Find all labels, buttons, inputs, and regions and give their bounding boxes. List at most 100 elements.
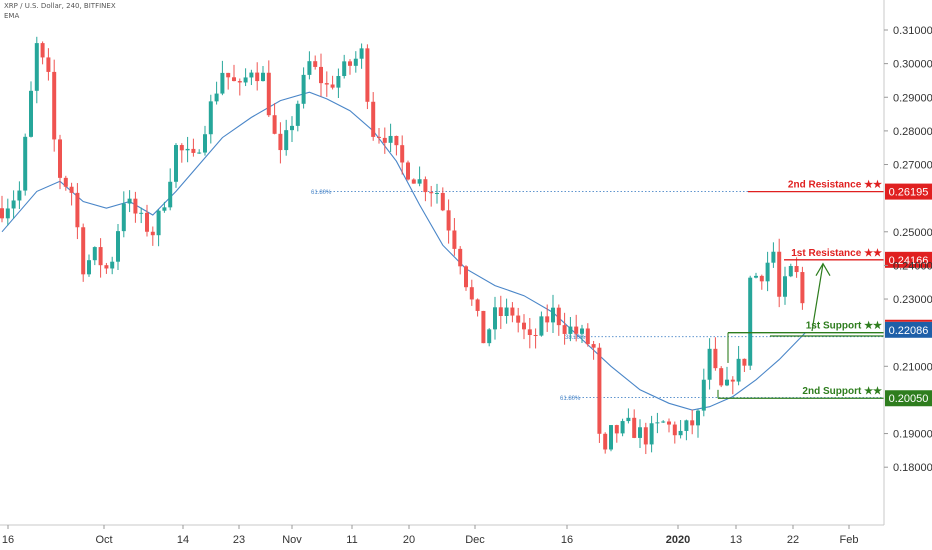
projection-arrow-shaft [811,263,824,332]
candle-body [342,61,347,77]
candle-body [11,200,16,209]
candle-body [719,368,724,386]
price-tag-label: 0.20050 [889,393,929,405]
candle-body [87,260,91,275]
candle-body [597,347,602,434]
candle-body [307,61,312,75]
x-tick-label: 14 [177,534,189,546]
candle-body [649,423,654,445]
candle-body [620,421,625,434]
y-tick-label: 0.27000 [893,160,932,172]
candle-body [493,307,497,330]
candle-body [116,231,120,262]
candle-body [794,266,799,273]
candle-body [440,192,445,211]
candle-body [533,335,538,337]
candle-body [133,198,138,214]
candle-body [353,58,358,66]
candle-body [562,325,567,334]
candle-body [110,261,115,269]
candle-body [388,135,393,143]
candle-body [266,72,271,116]
level-name: 1st Support ★★ [806,321,882,332]
candle-body [435,192,439,194]
candle-body [800,272,805,304]
candle-body [417,179,422,184]
candle-body [545,316,550,323]
candle-body [748,277,753,366]
candle-body [197,152,202,154]
candle-body [527,329,532,336]
candle-body [551,307,555,323]
candle-body [725,379,729,386]
candle-body [208,101,213,135]
candle-body [556,307,561,326]
support-resistance-levels: 2nd Resistance ★★ 0.26195 1st Resistance ★… [717,180,932,407]
candle-body [759,275,764,282]
candle-body [359,48,364,59]
candle-body [52,71,57,140]
candle-body [771,251,776,263]
y-tick-label: 0.18000 [893,462,932,474]
fib-label: 61.80% [560,396,581,402]
candle-body [382,137,387,143]
candle-body [406,162,410,180]
y-tick-label: 0.21000 [893,361,932,373]
candle-body [707,348,712,380]
candle-body [736,358,741,382]
candle-body [40,43,45,58]
candle-body [684,420,689,431]
y-tick-label: 0.24000 [893,260,932,272]
fib-label: 61.80% [311,190,332,196]
candle-body [92,247,97,261]
candle-body [5,208,10,219]
candle-body [568,326,573,334]
level-name: 2nd Resistance ★★ [788,180,882,191]
candle-body [34,43,39,91]
x-tick-label: Feb [840,534,859,546]
x-tick-label: 22 [787,534,799,546]
price-tag-label: 0.26195 [889,187,929,199]
fib-levels: 61.80% 38.20% 61.80% [311,190,884,402]
candle-body [145,212,149,232]
candle-body [446,210,451,231]
candle-body [255,72,260,82]
candle-body [150,231,155,236]
y-tick-label: 0.23000 [893,294,932,306]
fib-label: 38.20% [565,335,586,341]
candle-body [452,230,457,249]
candle-body [667,421,671,425]
candle-body [754,275,758,278]
candle-body [319,66,323,84]
candle-body [783,276,787,297]
x-tick-label: Nov [282,534,302,546]
candle-body [690,420,695,426]
candle-body [614,425,619,434]
candle-body [730,379,735,382]
candle-body [17,190,22,201]
candle-body [458,248,463,267]
x-tick-label: 20 [403,534,415,546]
candle-body [585,328,590,345]
candle-body [127,198,132,204]
candle-body [574,326,579,334]
candle-body [58,139,62,178]
candle-body [672,424,677,436]
candle-body [220,72,225,94]
candle-body [429,192,434,194]
candle-body [179,145,184,151]
candle-body [29,90,33,137]
current-price-tag [885,321,932,338]
current-price-label: 0.22086 [889,325,929,337]
y-tick-label: 0.30000 [893,59,932,71]
x-tick-label: 16 [561,534,573,546]
candle-body [104,265,109,269]
candle-body [481,310,486,344]
candle-body [121,203,126,232]
candle-body [394,135,399,146]
candle-body [510,307,515,316]
candle-body [696,410,700,426]
candle-body [411,179,416,184]
